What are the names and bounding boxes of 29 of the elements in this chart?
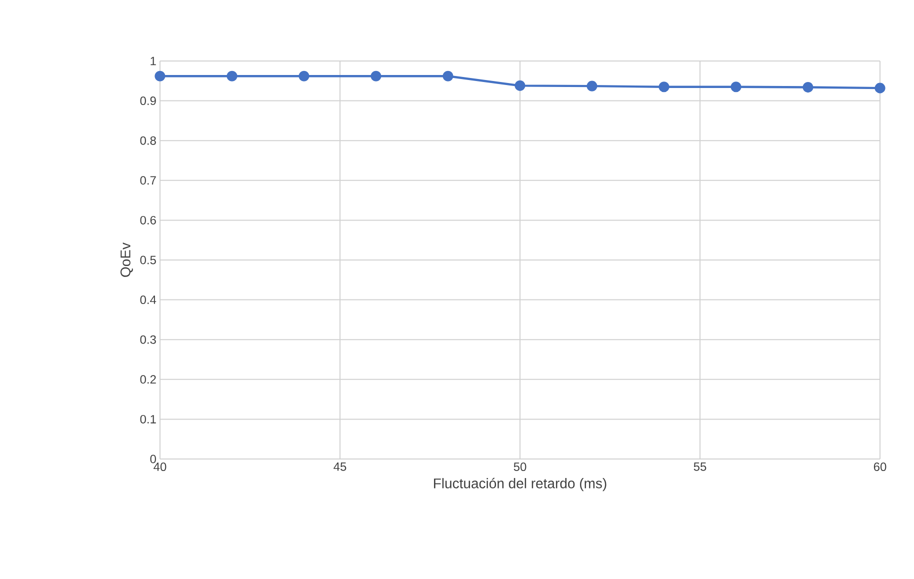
point	[514, 80, 526, 91]
x-tick-label: 60	[874, 462, 886, 472]
y-tick-label: 0.8	[140, 136, 156, 145]
point	[730, 82, 742, 92]
y-tick-label: 0.7	[140, 176, 156, 185]
y-tick-label: 0.1	[140, 414, 156, 424]
y-tick-label: 0	[150, 454, 156, 464]
x-tick-label: 55	[694, 462, 706, 471]
point	[442, 70, 454, 82]
y-tick-label: 0.9	[140, 96, 156, 106]
y-axis-title: QoEv	[120, 242, 133, 277]
x-axis-title: Fluctuación del retardo (ms)	[434, 478, 606, 492]
y-tick-label: 0.4	[140, 296, 156, 304]
point	[298, 70, 310, 82]
point	[802, 82, 814, 93]
x-tick-label: 50	[514, 462, 526, 472]
point	[226, 70, 238, 82]
y-tick-label: 0.6	[140, 216, 156, 224]
x-tick-label: 45	[334, 462, 346, 471]
point	[874, 82, 886, 94]
x-tick-label: 40	[154, 462, 166, 472]
y-tick-label: 1	[150, 56, 156, 66]
y-tick-label: 0.5	[140, 256, 156, 264]
point	[370, 70, 382, 82]
point	[658, 82, 670, 92]
point	[154, 70, 166, 82]
y-tick-label: 0.2	[140, 375, 156, 384]
y-tick-label: 0.3	[140, 335, 156, 344]
point	[586, 80, 598, 92]
